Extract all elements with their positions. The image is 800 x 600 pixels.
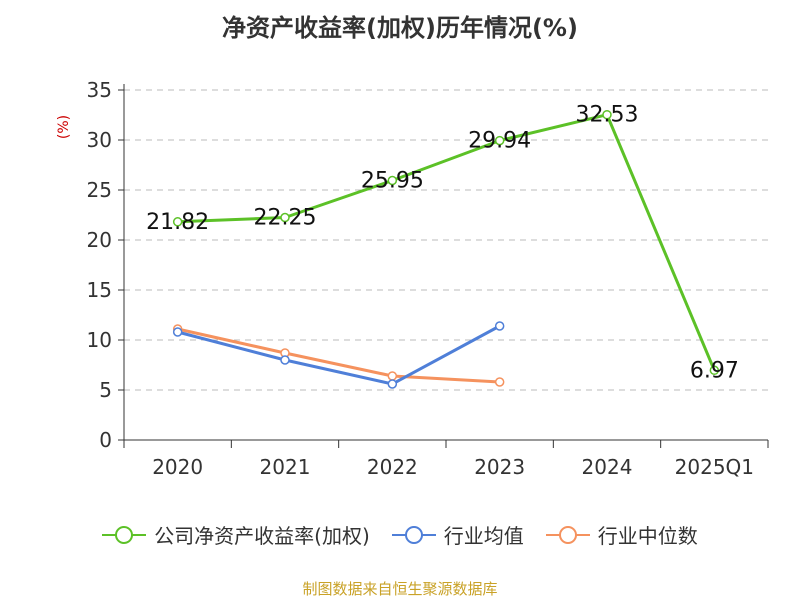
x-tick-label-2025Q1: 2025Q1 (675, 455, 754, 479)
legend-label-company-roe: 公司净资产收益率(加权) (154, 524, 370, 548)
data-labels: 21.82 22.25 25.95 29.94 32.53 6.97 (146, 103, 739, 384)
point-s0-2021 (280, 212, 290, 223)
series-layer (172, 109, 720, 389)
point-s0-2020 (172, 217, 183, 227)
legend-item-industry-median[interactable]: 行业中位数 (545, 520, 698, 549)
grid-lines (124, 89, 768, 391)
y-tick-label-5: 5 (99, 378, 112, 402)
source-note: 制图数据来自恒生聚源数据库 (302, 580, 498, 598)
y-tick-label-10: 10 (87, 328, 112, 352)
point-s1-2022 (387, 379, 398, 389)
y-tick-label-30: 30 (87, 128, 112, 152)
x-tick-label-2022: 2022 (367, 455, 418, 479)
point-s0-2022 (387, 175, 398, 186)
data-label-2025Q1: 6.97 (690, 358, 739, 383)
y-axis-label: (%) (56, 115, 72, 139)
legend-item-company-roe[interactable]: 公司净资产收益率(加权) (102, 520, 370, 549)
point-s2-2023 (494, 377, 505, 387)
data-label-2022: 25.95 (361, 169, 424, 194)
point-s0-2023 (494, 135, 505, 146)
legend-label-industry-median: 行业中位数 (597, 524, 698, 548)
chart-title: 净资产收益率(加权)历年情况(%) (222, 14, 578, 42)
legend-swatch-industry-median (545, 525, 590, 544)
point-s2-2022 (387, 371, 398, 381)
legend-swatch-industry-mean (391, 525, 436, 544)
axes: 0 5 10 15 20 25 30 35 2020 2021 2022 2023 2024 2025Q1 (87, 78, 769, 479)
data-label-2020: 21.82 (146, 210, 209, 235)
point-s1-2021 (280, 355, 290, 365)
point-s0-2025Q1 (709, 365, 720, 376)
series-line-0 (177, 113, 716, 371)
x-tick-label-2020: 2020 (152, 455, 203, 479)
series-line-2 (177, 327, 500, 384)
y-tick-label-0: 0 (99, 428, 112, 452)
y-tick-label-25: 25 (87, 178, 112, 202)
x-tick-label-2024: 2024 (582, 455, 633, 479)
x-tick-label-2021: 2021 (260, 455, 311, 479)
legend-swatch-company-roe (102, 525, 147, 544)
series-line-1 (177, 324, 501, 386)
y-tick-label-35: 35 (87, 78, 112, 102)
point-s1-2020 (172, 327, 183, 337)
data-label-2024: 32.53 (576, 103, 639, 128)
y-tick-label-20: 20 (87, 228, 112, 252)
data-label-2021: 22.25 (254, 206, 317, 231)
legend: 公司净资产收益率(加权) 行业均值 行业中位数 (0, 520, 800, 549)
legend-label-industry-mean: 行业均值 (443, 524, 524, 548)
legend-item-industry-mean[interactable]: 行业均值 (391, 520, 524, 549)
y-tick-label-15: 15 (87, 278, 112, 302)
point-s1-2023 (494, 321, 505, 331)
x-tick-label-2023: 2023 (474, 455, 525, 479)
data-label-2023: 29.94 (468, 129, 531, 154)
point-s0-2024 (602, 109, 612, 120)
